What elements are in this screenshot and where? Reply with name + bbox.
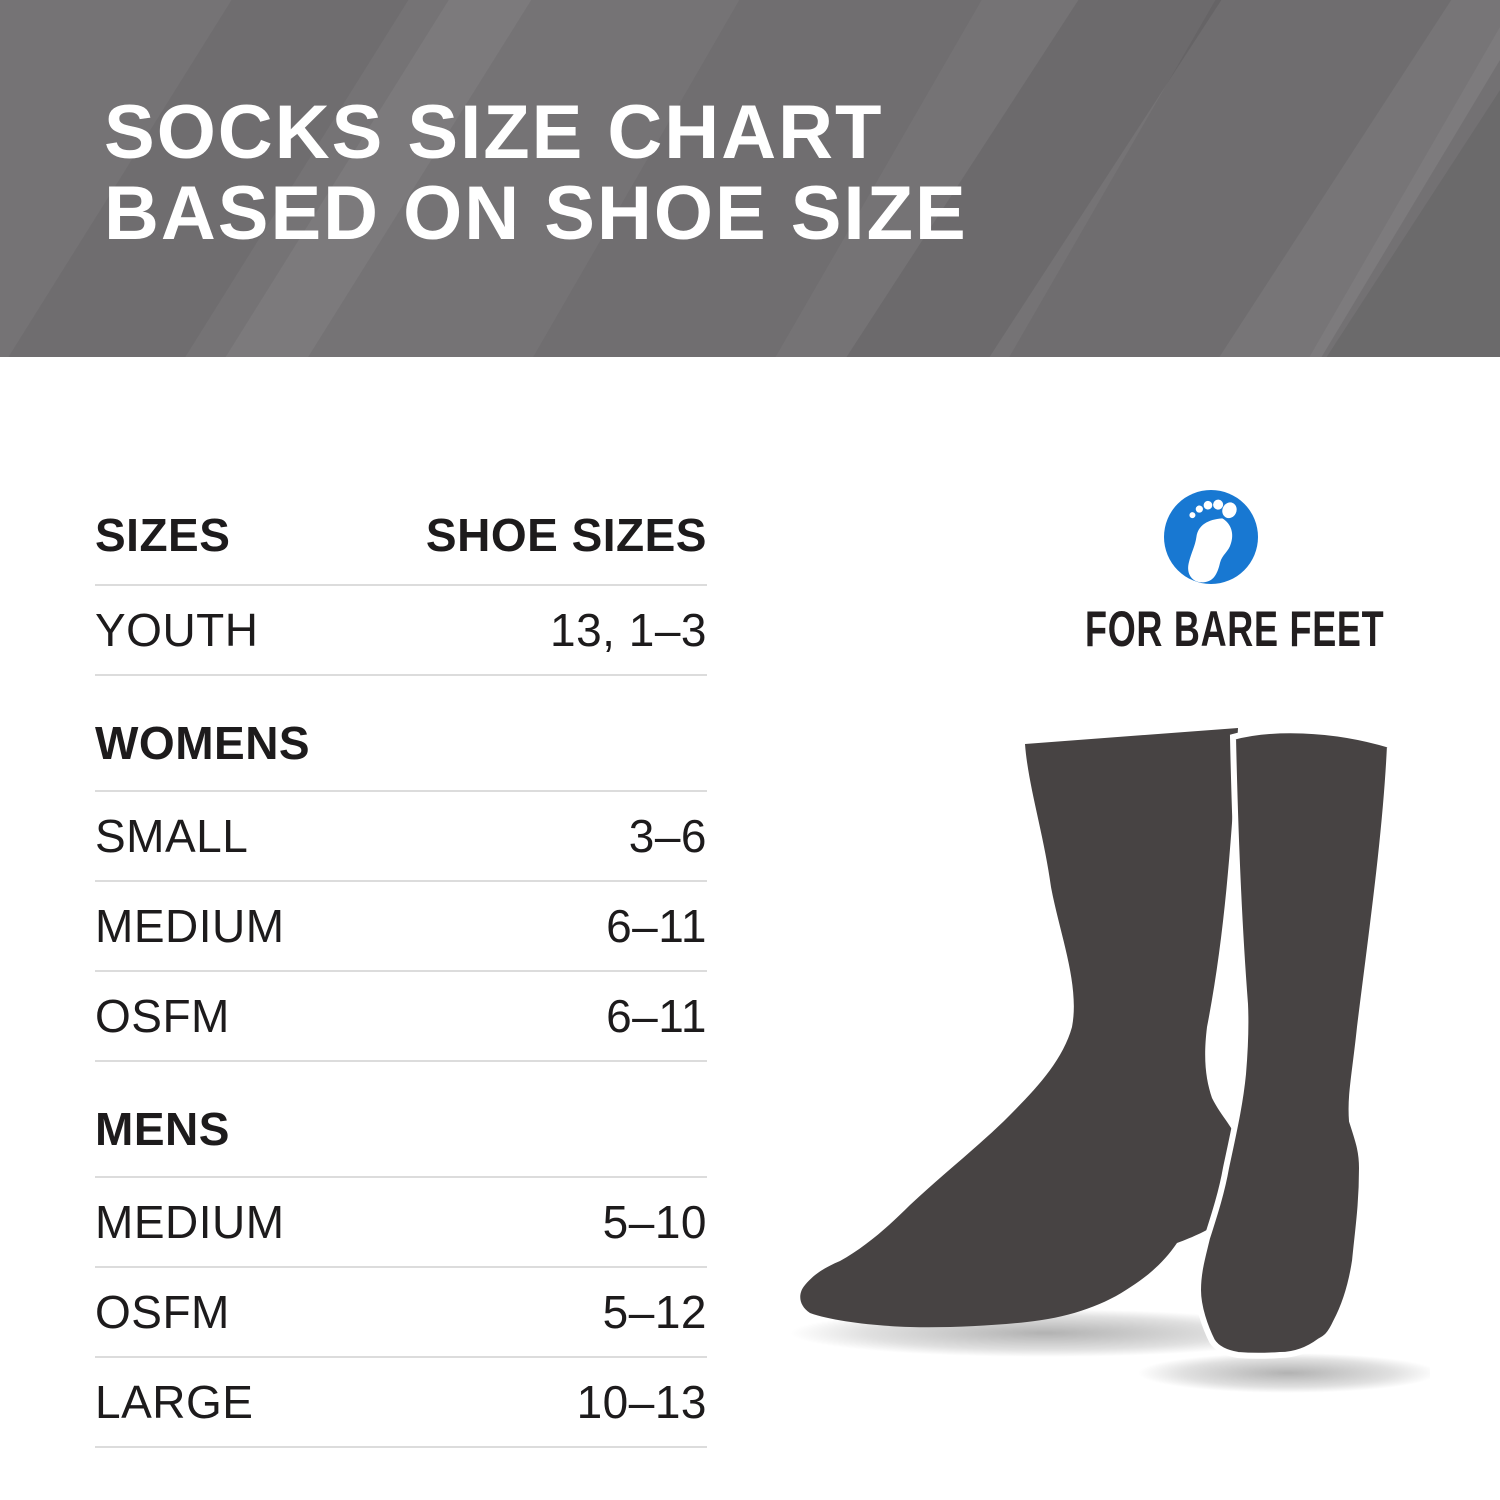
footprint-icon <box>1164 490 1258 584</box>
column-header-shoe-sizes: SHOE SIZES <box>425 509 707 561</box>
left-sock <box>800 728 1245 1328</box>
table-row: OSFM 5–12 <box>95 1268 707 1358</box>
socks-illustration <box>790 727 1430 1393</box>
table-section: YOUTH 13, 1–3 <box>95 586 707 676</box>
table-column-header: SIZES SHOE SIZES <box>95 508 707 586</box>
sock-shadow-right <box>1138 1353 1430 1393</box>
right-sock <box>1194 727 1394 1359</box>
size-table: SIZES SHOE SIZES YOUTH 13, 1–3 WOMENS SMALL… <box>95 508 707 1448</box>
brand-logo: FOR BARE FEET <box>1036 487 1386 658</box>
row-label: MEDIUM <box>95 1196 285 1248</box>
table-row: LARGE 10–13 <box>95 1358 707 1448</box>
table-section: MENS MEDIUM 5–10 OSFM 5–12 LARGE 10–13 <box>95 1062 707 1448</box>
row-value: 5–12 <box>602 1286 707 1338</box>
row-value: 5–10 <box>602 1196 707 1248</box>
table-row: YOUTH 13, 1–3 <box>95 586 707 676</box>
column-header-sizes: SIZES <box>95 509 231 561</box>
row-value: 3–6 <box>628 810 707 862</box>
row-label: YOUTH <box>95 604 259 656</box>
section-heading: MENS <box>95 1062 707 1178</box>
row-label: OSFM <box>95 990 230 1042</box>
row-label: OSFM <box>95 1286 230 1338</box>
table-row: SMALL 3–6 <box>95 792 707 882</box>
page-title: SOCKS SIZE CHART BASED ON SHOE SIZE <box>104 92 968 255</box>
page-title-line2: BASED ON SHOE SIZE <box>104 171 968 257</box>
table-section: WOMENS SMALL 3–6 MEDIUM 6–11 OSFM 6–11 <box>95 676 707 1062</box>
row-value: 13, 1–3 <box>550 604 707 656</box>
table-row: MEDIUM 6–11 <box>95 882 707 972</box>
page-title-line1: SOCKS SIZE CHART <box>104 90 884 175</box>
section-heading: WOMENS <box>95 676 707 792</box>
size-table-body: YOUTH 13, 1–3 WOMENS SMALL 3–6 MEDIUM 6–11 OSFM… <box>95 586 707 1448</box>
table-row: MEDIUM 5–10 <box>95 1178 707 1268</box>
row-value: 6–11 <box>606 900 707 952</box>
brand-name: FOR BARE FEET <box>1085 601 1385 657</box>
row-label: MEDIUM <box>95 900 285 952</box>
row-label: SMALL <box>95 810 249 862</box>
banner: SOCKS SIZE CHART BASED ON SHOE SIZE <box>0 0 1500 357</box>
row-value: 10–13 <box>576 1376 707 1428</box>
row-label: LARGE <box>95 1376 254 1428</box>
row-value: 6–11 <box>606 990 707 1042</box>
table-row: OSFM 6–11 <box>95 972 707 1062</box>
